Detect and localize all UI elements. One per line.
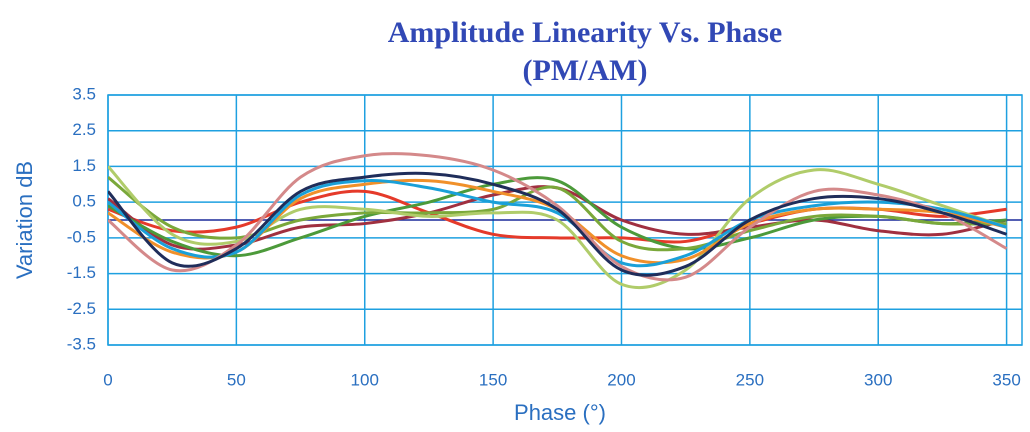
y-tick-label: 1.5 — [72, 156, 96, 175]
data-line — [108, 171, 1008, 277]
data-line — [108, 165, 1008, 289]
x-tick-label: 0 — [103, 370, 112, 389]
x-tick-label: 100 — [351, 370, 379, 389]
y-tick-label: 0.5 — [72, 192, 96, 211]
data-line — [108, 179, 1008, 268]
x-tick-label: 350 — [992, 370, 1020, 389]
x-tick-label: 50 — [227, 370, 246, 389]
x-tick-label: 300 — [864, 370, 892, 389]
data-line — [108, 151, 1008, 282]
x-tick-label: 150 — [479, 370, 507, 389]
grid — [107, 94, 1023, 346]
y-tick-label: -1.5 — [67, 263, 96, 282]
plot-lines — [108, 151, 1008, 289]
y-tick-label: 2.5 — [72, 120, 96, 139]
y-axis-label: Variation dB — [12, 161, 37, 279]
x-tick-label: 200 — [607, 370, 635, 389]
x-axis-label: Phase (°) — [514, 400, 606, 425]
chart-subtitle: (PM/AM) — [523, 54, 648, 87]
y-tick-label: -0.5 — [67, 227, 96, 246]
x-tick-label: 250 — [736, 370, 764, 389]
y-tick-label: 3.5 — [72, 84, 96, 103]
y-tick-label: -2.5 — [67, 299, 96, 318]
y-tick-label: -3.5 — [67, 334, 96, 353]
chart-title: Amplitude Linearity Vs. Phase — [388, 16, 782, 49]
